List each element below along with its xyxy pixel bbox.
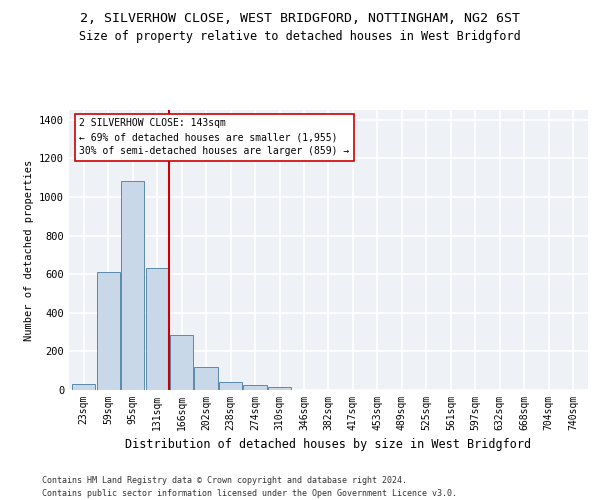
- Bar: [219, 382, 242, 390]
- Bar: [244, 385, 266, 390]
- Text: 2, SILVERHOW CLOSE, WEST BRIDGFORD, NOTTINGHAM, NG2 6ST: 2, SILVERHOW CLOSE, WEST BRIDGFORD, NOTT…: [80, 12, 520, 26]
- Bar: [72, 384, 95, 390]
- Bar: [121, 182, 144, 390]
- Bar: [97, 272, 120, 390]
- Text: Contains public sector information licensed under the Open Government Licence v3: Contains public sector information licen…: [42, 489, 457, 498]
- Text: Contains HM Land Registry data © Crown copyright and database right 2024.: Contains HM Land Registry data © Crown c…: [42, 476, 407, 485]
- X-axis label: Distribution of detached houses by size in West Bridgford: Distribution of detached houses by size …: [125, 438, 532, 452]
- Bar: [194, 367, 218, 390]
- Text: Size of property relative to detached houses in West Bridgford: Size of property relative to detached ho…: [79, 30, 521, 43]
- Bar: [170, 335, 193, 390]
- Bar: [268, 387, 291, 390]
- Text: 2 SILVERHOW CLOSE: 143sqm
← 69% of detached houses are smaller (1,955)
30% of se: 2 SILVERHOW CLOSE: 143sqm ← 69% of detac…: [79, 118, 350, 156]
- Bar: [146, 268, 169, 390]
- Y-axis label: Number of detached properties: Number of detached properties: [23, 160, 34, 340]
